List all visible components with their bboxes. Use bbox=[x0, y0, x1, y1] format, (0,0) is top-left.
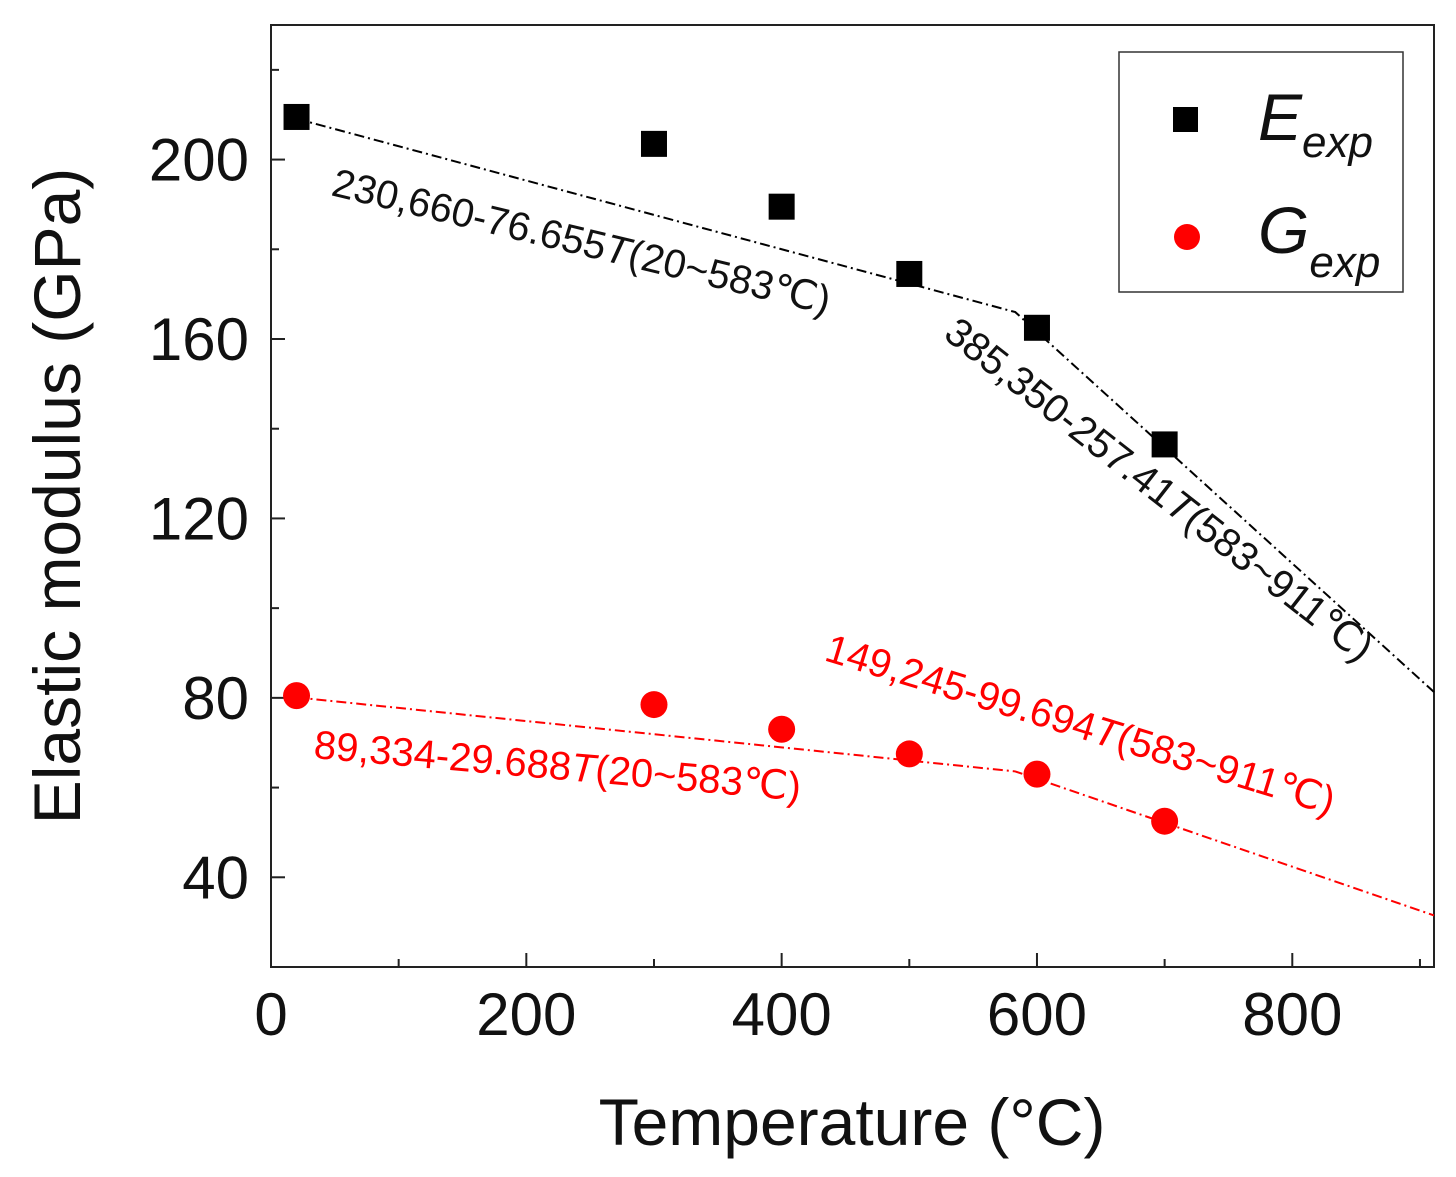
g-data-point bbox=[1151, 807, 1179, 835]
legend-label-e: Eexp bbox=[1258, 80, 1373, 167]
g-fit-line bbox=[296, 696, 1435, 917]
g-fit-annotation-low: 89,334-29.688T(20~583℃) bbox=[312, 723, 803, 809]
legend-square-icon bbox=[1173, 107, 1198, 132]
g-data-point bbox=[895, 740, 923, 768]
x-tick-label: 800 bbox=[1242, 981, 1342, 1048]
x-tick-label: 400 bbox=[732, 981, 832, 1048]
y-tick-label: 160 bbox=[149, 306, 249, 373]
e-fit-annotation-low: 230,660-76.655T(20~583℃) bbox=[328, 161, 835, 323]
e-data-point bbox=[1151, 431, 1178, 458]
legend: Eexp Gexp bbox=[1118, 51, 1404, 293]
y-tick-label: 120 bbox=[149, 485, 249, 552]
e-data-point bbox=[768, 193, 795, 220]
data-markers bbox=[283, 103, 1179, 835]
g-data-point bbox=[768, 715, 796, 743]
g-fit-annotation-high: 149,245-99.694T(583~911℃) bbox=[820, 627, 1340, 824]
x-tick-label: 600 bbox=[987, 981, 1087, 1048]
e-data-point bbox=[896, 260, 923, 287]
e-fit-line bbox=[296, 117, 1435, 693]
legend-label-g: Gexp bbox=[1258, 193, 1380, 287]
e-data-point bbox=[640, 130, 667, 157]
y-tick-label: 200 bbox=[149, 127, 249, 194]
plot-frame bbox=[270, 24, 1435, 968]
fit-lines bbox=[296, 117, 1435, 917]
x-axis-title: Temperature (°C) bbox=[599, 1085, 1106, 1159]
x-tick-label: 200 bbox=[476, 981, 576, 1048]
y-tick-label: 80 bbox=[182, 665, 249, 732]
legend-box bbox=[1118, 51, 1404, 293]
e-data-point bbox=[1023, 314, 1050, 341]
g-data-point bbox=[640, 691, 668, 719]
g-data-point bbox=[283, 682, 311, 710]
x-tick-label: 0 bbox=[254, 981, 287, 1048]
x-axis-ticks: 0 200 400 600 800 bbox=[254, 953, 1421, 1048]
y-axis-ticks: 40 80 120 160 200 bbox=[149, 68, 285, 968]
g-data-point bbox=[1023, 760, 1051, 788]
e-data-point bbox=[283, 103, 310, 130]
e-fit-annotation-high: 385,350-257.41T(583~911℃) bbox=[936, 309, 1381, 670]
legend-circle-icon bbox=[1174, 224, 1200, 250]
y-axis-title: Elastic modulus (GPa) bbox=[20, 168, 94, 825]
y-tick-label: 40 bbox=[182, 844, 249, 911]
